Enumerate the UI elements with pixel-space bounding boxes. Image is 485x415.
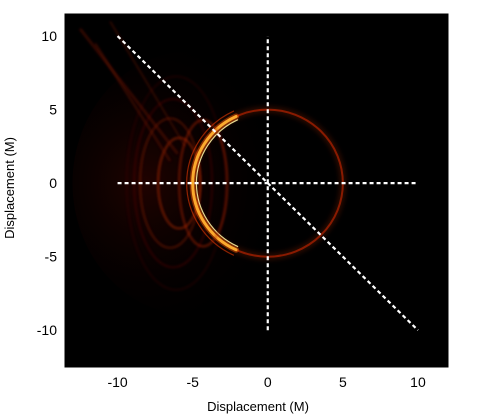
- x-axis: -10 -5 0 5 10: [107, 14, 426, 390]
- x-tick-label: -10: [107, 374, 127, 390]
- outer-arc: [157, 137, 201, 230]
- y-axis-title: Displacement (M): [2, 137, 17, 239]
- x-axis-title: Displacement (M): [207, 399, 309, 414]
- y-tick-label: 0: [49, 175, 57, 191]
- streak: [79, 27, 179, 155]
- plot-frame: [64, 13, 449, 368]
- y-tick-label: -5: [45, 249, 58, 265]
- x-tick-label: 5: [339, 374, 347, 390]
- y-tick-label: 5: [49, 102, 57, 118]
- streak: [94, 42, 171, 162]
- y-tick-label: 10: [41, 28, 57, 44]
- diagonal-cut-line: [116, 35, 419, 332]
- overlay-lines: [116, 35, 419, 332]
- x-tick-label: 10: [410, 374, 426, 390]
- y-tick-label: -10: [37, 322, 57, 338]
- y-axis: 10 5 0 -5 -10: [37, 28, 448, 338]
- x-tick-label: 0: [264, 374, 272, 390]
- x-tick-label: -5: [186, 374, 199, 390]
